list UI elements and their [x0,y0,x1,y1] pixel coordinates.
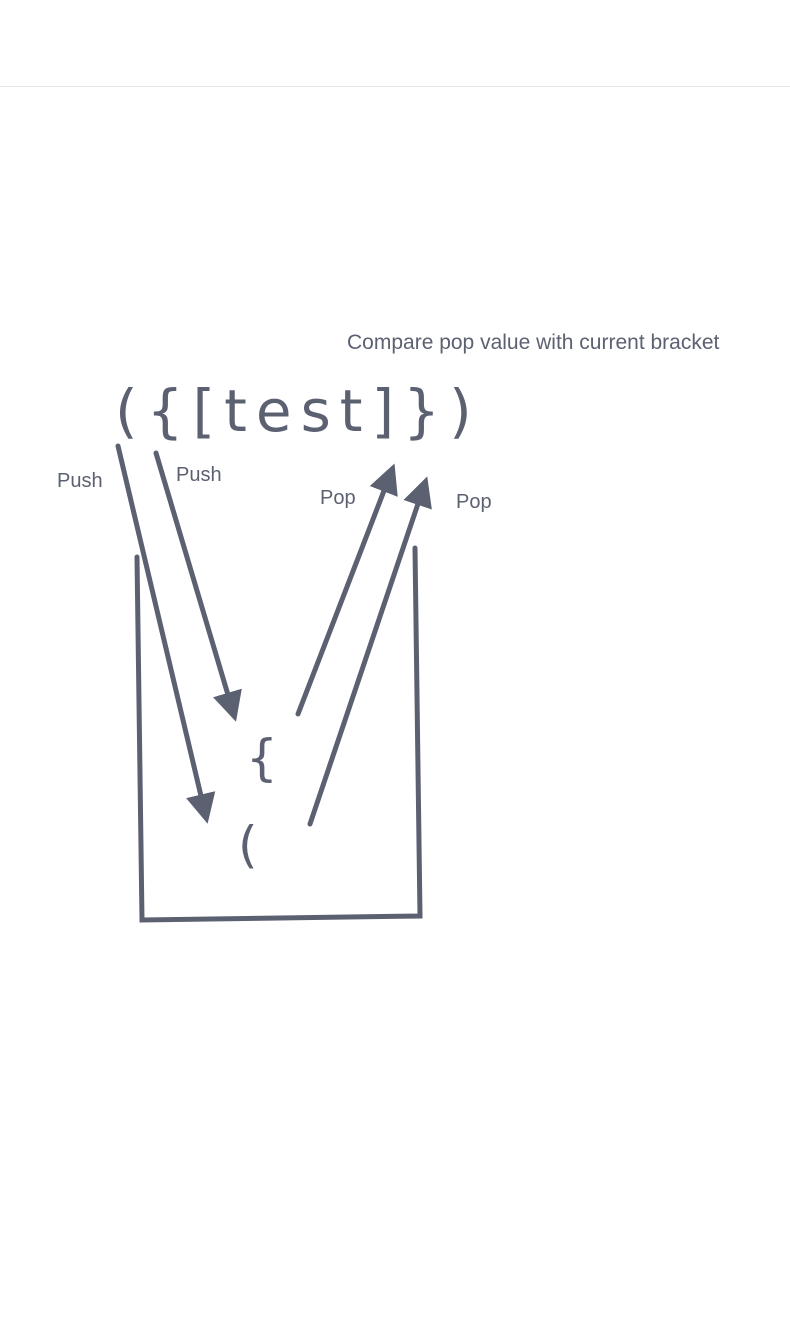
stack-item-brace: { [246,729,278,787]
pop-arrow-left [295,463,398,717]
push-label-left: Push [57,470,103,492]
pop-label-right: Pop [456,491,492,513]
pop-label-left: Pop [320,487,356,509]
caption-text: Compare pop value with current bracket [347,331,720,354]
expression-text: ({[test]}) [115,377,481,445]
push-label-right: Push [176,464,222,486]
push-arrow-right [153,450,242,722]
top-divider [0,86,790,87]
pop-arrow-right [307,476,432,827]
stack-item-paren: ( [238,816,258,874]
push-arrow-left [115,443,216,824]
stack-container [134,545,423,923]
